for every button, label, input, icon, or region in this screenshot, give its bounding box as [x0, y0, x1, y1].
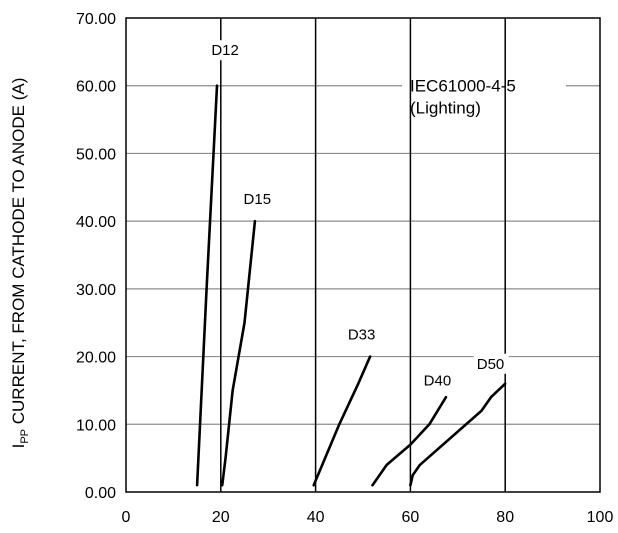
- series-label-d50: D50: [477, 356, 505, 373]
- plot-frame: [125, 17, 601, 493]
- vertical-gridlines: [220, 18, 506, 492]
- series-line-d15: [220, 219, 257, 487]
- annotation-line-2: (Lighting): [410, 99, 481, 118]
- y-tick-label: 50.00: [76, 146, 116, 163]
- y-axis-label-subscript: PP: [19, 429, 31, 444]
- series-line-d50: [409, 382, 507, 487]
- y-tick-label: 70.00: [76, 11, 116, 28]
- y-tick-label: 60.00: [76, 79, 116, 96]
- y-tick-label: 0.00: [85, 485, 116, 502]
- series-group: D12 D15 D33 D40 D50: [195, 40, 509, 487]
- series-label-d15: D15: [244, 191, 272, 208]
- series-label-bg: [344, 324, 380, 345]
- series-line-d12: [195, 84, 219, 487]
- y-axis-label-rest: CURRENT, FROM CATHODE TO ANODE (A): [9, 78, 28, 429]
- y-axis-label: IPP CURRENT, FROM CATHODE TO ANODE (A): [9, 78, 31, 449]
- x-tick-label: 40: [307, 509, 325, 526]
- annotation-group: IEC61000-4-5 (Lighting): [402, 73, 566, 118]
- series-label-bg: [473, 353, 509, 374]
- annotation-mask: [402, 73, 566, 98]
- y-tick-label: 30.00: [76, 282, 116, 299]
- y-tick-label: 40.00: [76, 214, 116, 231]
- series-label-bg: [208, 40, 244, 61]
- y-axis-label-prefix: I: [9, 444, 28, 449]
- x-tick-label: 20: [212, 509, 230, 526]
- annotation-line-1: IEC61000-4-5: [410, 77, 516, 96]
- x-tick-label: 100: [587, 509, 614, 526]
- x-tick-label: 80: [496, 509, 514, 526]
- x-tick-label: 0: [122, 509, 131, 526]
- series-label-bg: [420, 370, 456, 391]
- series-label-d33: D33: [348, 327, 376, 344]
- series-line-d40: [371, 395, 448, 487]
- x-tick-label: 60: [402, 509, 420, 526]
- y-tick-label: 10.00: [76, 417, 116, 434]
- series-label-d12: D12: [211, 42, 239, 59]
- series-label-bg: [240, 189, 276, 210]
- y-tick-label: 20.00: [76, 350, 116, 367]
- y-axis-ticks: 0.00 10.00 20.00 30.00 40.00 50.00 60.00 70.00: [76, 11, 116, 502]
- x-axis-ticks: 0 20 40 60 80 100: [122, 509, 614, 526]
- series-label-d40: D40: [424, 373, 452, 390]
- series-line-d33: [312, 355, 372, 487]
